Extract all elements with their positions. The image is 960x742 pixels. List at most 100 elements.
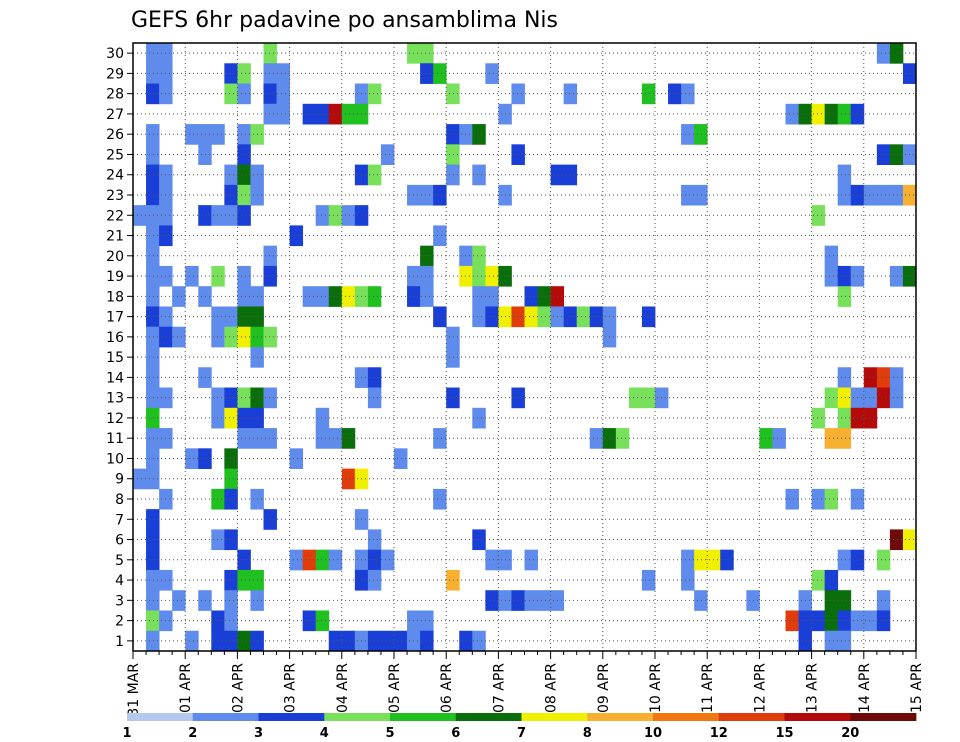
heatmap-cell: [433, 488, 447, 510]
heatmap-cell: [681, 83, 695, 105]
heatmap-cell: [133, 205, 147, 226]
heatmap-cell: [341, 103, 356, 125]
colorbar-swatch: [455, 713, 522, 721]
colorbar-swatch: [127, 713, 194, 721]
heatmap-cell: [394, 630, 408, 652]
heatmap-cell: [446, 569, 460, 591]
heatmap-cell: [811, 610, 826, 632]
heatmap-cell: [276, 103, 290, 125]
x-tick-label: 31 MAR: [126, 663, 142, 717]
heatmap-cell: [524, 306, 538, 328]
x-tick-label: 10 APR: [648, 663, 664, 713]
heatmap-cell: [263, 83, 277, 105]
heatmap-cell: [211, 124, 225, 145]
heatmap-cell: [837, 630, 852, 652]
y-tick-label: 12: [106, 411, 124, 427]
heatmap-cell: [876, 144, 891, 165]
heatmap-cell: [211, 387, 225, 409]
y-tick-label: 21: [106, 229, 124, 245]
heatmap-cell: [263, 103, 277, 125]
heatmap-cell: [433, 184, 447, 206]
heatmap-cell: [694, 549, 708, 571]
heatmap-cell: [472, 286, 486, 307]
heatmap-cell: [198, 286, 212, 307]
heatmap-cell: [198, 144, 212, 165]
heatmap-cell: [224, 83, 238, 105]
heatmap-cell: [146, 184, 160, 206]
heatmap-cell: [341, 428, 356, 449]
y-tick-label: 2: [115, 614, 124, 630]
heatmap-cell: [681, 569, 695, 591]
heatmap-cell: [237, 205, 251, 226]
heatmap-cell: [328, 549, 343, 571]
heatmap-cell: [837, 610, 852, 632]
heatmap-cell: [224, 488, 238, 510]
heatmap-cell: [185, 124, 199, 145]
y-tick-label: 20: [106, 249, 124, 265]
y-tick-label: 17: [106, 310, 124, 326]
heatmap-cell: [824, 630, 839, 652]
heatmap-cell: [146, 43, 160, 64]
x-tick-label: 12 APR: [752, 663, 768, 713]
y-axis: 1234567891011121314151617181920212223242…: [106, 46, 133, 650]
heatmap-cell: [889, 265, 904, 287]
heatmap-cell: [146, 509, 160, 530]
heatmap-cell: [146, 265, 160, 287]
colorbar-label: 10: [644, 726, 662, 741]
heatmap-cell: [837, 407, 852, 429]
heatmap-cell: [446, 387, 460, 409]
heatmap-cell: [785, 610, 799, 632]
colorbar-label: 5: [385, 726, 394, 741]
heatmap-cell: [276, 63, 290, 84]
colorbar-swatch: [390, 713, 457, 721]
heatmap-cell: [563, 83, 578, 105]
heatmap-cell: [367, 569, 382, 591]
heatmap-cell: [876, 610, 891, 632]
heatmap-cell: [785, 488, 799, 510]
heatmap-cell: [694, 124, 708, 145]
heatmap-cell: [472, 265, 486, 287]
heatmap-cell: [837, 549, 852, 571]
heatmap-cell: [837, 286, 852, 307]
heatmap-cell: [589, 428, 604, 449]
heatmap-cell: [472, 306, 486, 328]
heatmap-cell: [237, 326, 251, 348]
heatmap-cell: [811, 103, 826, 125]
heatmap-cell: [224, 590, 238, 611]
heatmap-cell: [420, 184, 434, 206]
heatmap-cell: [263, 43, 277, 64]
heatmap-cell: [824, 610, 839, 632]
heatmap-cell: [563, 164, 578, 186]
heatmap-cell: [198, 205, 212, 226]
heatmap-cell: [524, 590, 538, 611]
y-tick-label: 22: [106, 208, 124, 224]
heatmap-cell: [367, 529, 382, 551]
heatmap-cell: [185, 265, 199, 287]
heatmap-cell: [811, 569, 826, 591]
heatmap-cell: [485, 306, 499, 328]
heatmap-cell: [889, 387, 904, 409]
heatmap-cell: [824, 569, 839, 591]
heatmap-cell: [237, 286, 251, 307]
y-tick-label: 30: [106, 46, 124, 62]
y-tick-label: 13: [106, 391, 124, 407]
heatmap-cell: [146, 144, 160, 165]
x-tick-label: 03 APR: [283, 663, 299, 713]
heatmap-cell: [537, 286, 551, 307]
heatmap-cell: [224, 63, 238, 84]
heatmap-cell: [211, 630, 225, 652]
heatmap-cell: [433, 306, 447, 328]
heatmap-cell: [811, 407, 826, 429]
heatmap-cell: [146, 387, 160, 409]
y-tick-label: 8: [115, 492, 124, 508]
heatmap-cell: [146, 610, 160, 632]
heatmap-cell: [876, 367, 891, 388]
chart-title: GEFS 6hr padavine po ansamblima Nis: [131, 8, 558, 33]
heatmap-cell: [863, 184, 878, 206]
y-tick-label: 4: [115, 573, 124, 589]
heatmap-cell: [224, 326, 238, 348]
heatmap-cell: [237, 407, 251, 429]
heatmap-cell: [694, 590, 708, 611]
heatmap-cell: [824, 428, 839, 449]
